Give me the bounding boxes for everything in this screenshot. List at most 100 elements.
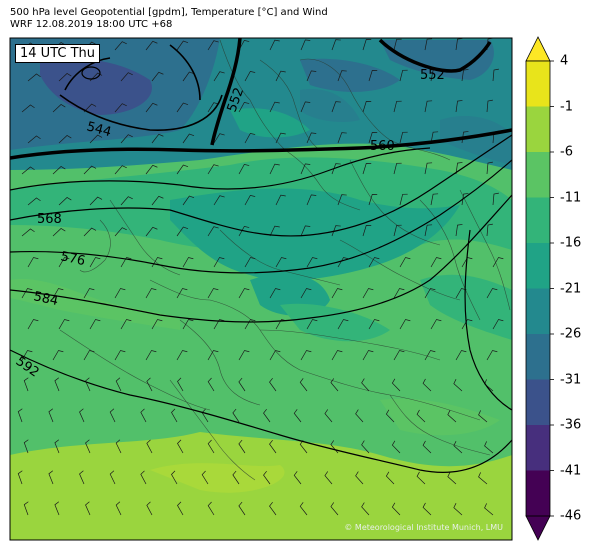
wind-barb xyxy=(355,471,364,485)
wind-barb xyxy=(330,502,339,516)
wind-barb xyxy=(151,71,164,82)
wind-barb xyxy=(455,38,463,51)
wind-barb xyxy=(361,440,370,454)
contour-label-576: 576 xyxy=(59,249,86,269)
wind-barb xyxy=(145,350,157,361)
wind-barb xyxy=(337,257,349,268)
contour-label-568: 568 xyxy=(37,212,62,227)
wind-barb xyxy=(54,439,60,454)
wind-barb xyxy=(385,409,395,423)
wind-barb xyxy=(391,440,401,454)
wind-barb xyxy=(455,162,463,175)
wind-barb xyxy=(207,40,219,51)
wind-barb xyxy=(361,378,370,392)
wind-barb xyxy=(393,224,402,237)
colorbar xyxy=(525,36,554,541)
wind-barb xyxy=(393,38,402,51)
wind-barb xyxy=(182,257,194,268)
wind-barb xyxy=(232,408,240,423)
wind-barb xyxy=(455,100,463,113)
wind-barb xyxy=(391,378,401,392)
wind-barb xyxy=(17,408,23,423)
map-frame xyxy=(9,37,513,541)
wind-barb xyxy=(299,378,308,392)
wind-barb xyxy=(27,73,41,82)
colorbar-tick-label: -1 xyxy=(560,99,573,114)
wind-barb xyxy=(115,501,122,516)
wind-barb xyxy=(109,470,116,485)
wind-barb xyxy=(269,439,277,454)
contour-label-544: 544 xyxy=(85,119,113,140)
wind-barb xyxy=(461,69,469,82)
wind-barb xyxy=(269,225,280,237)
colorbar-tick-label: -11 xyxy=(560,190,582,205)
wind-barb xyxy=(362,288,374,299)
wind-barb xyxy=(58,257,70,268)
wind-barb xyxy=(269,377,277,392)
wind-barb xyxy=(293,409,302,423)
colorbar-tick-label: -16 xyxy=(560,235,582,251)
wind-barb xyxy=(416,471,426,485)
wind-barb xyxy=(455,224,463,237)
wind-barb xyxy=(430,257,442,268)
wind-barb xyxy=(238,163,250,175)
wind-barb xyxy=(23,439,29,454)
wind-barb xyxy=(114,41,127,51)
wind-barb xyxy=(275,257,287,268)
colorbar-band xyxy=(526,425,550,471)
wind-barb xyxy=(182,133,195,144)
wind-barb xyxy=(207,350,219,361)
wind-barb xyxy=(182,319,194,330)
wind-barb xyxy=(293,471,302,485)
wind-barb xyxy=(54,501,60,516)
wind-barb xyxy=(27,319,39,330)
wind-barb xyxy=(23,377,29,392)
wind-barb xyxy=(486,223,493,237)
wind-barb xyxy=(238,501,246,516)
wind-barb xyxy=(27,135,41,144)
wind-barb xyxy=(385,471,395,485)
wind-barb xyxy=(48,408,54,423)
wind-barb xyxy=(275,194,286,206)
colorbar-band xyxy=(526,334,550,380)
wind-barb xyxy=(368,319,380,330)
wind-barb xyxy=(393,162,402,175)
wind-barb xyxy=(324,471,333,485)
wind-barb xyxy=(424,224,433,237)
wind-barb xyxy=(275,70,286,82)
colorbar-tick-label: 4 xyxy=(560,53,569,69)
wind-barb xyxy=(145,40,158,51)
temperature-field: 544 552 560 568 576 584 592 552 xyxy=(10,38,512,540)
wind-barb xyxy=(430,193,439,206)
wind-barb xyxy=(145,288,157,299)
wind-barb xyxy=(453,379,463,392)
wind-barb xyxy=(177,501,184,516)
wind-barb xyxy=(391,502,401,516)
wind-barb xyxy=(306,70,317,82)
wind-barb xyxy=(52,350,64,361)
wind-barb xyxy=(145,102,158,113)
wind-barb xyxy=(89,196,103,206)
wind-barb xyxy=(140,408,147,423)
wind-barb xyxy=(201,470,209,485)
wind-barb xyxy=(115,439,122,454)
wind-barb xyxy=(337,194,347,206)
wind-barb xyxy=(23,501,29,516)
wind-barb xyxy=(492,192,499,206)
wind-barb xyxy=(478,472,488,485)
colorbar-band xyxy=(526,152,550,198)
wind-barb xyxy=(213,195,225,206)
wind-barb xyxy=(362,350,374,361)
wind-barb xyxy=(115,377,122,392)
wind-barb xyxy=(145,226,158,237)
colorbar-band xyxy=(526,288,550,335)
wind-barb xyxy=(331,39,341,51)
credit-text: © Meteorological Institute Munich, LMU xyxy=(344,523,503,532)
wind-barb xyxy=(478,410,488,423)
wind-barb xyxy=(430,319,442,330)
wind-barb xyxy=(424,288,436,299)
wind-barb xyxy=(269,39,280,51)
wind-barb xyxy=(109,408,116,423)
wind-barb xyxy=(120,257,132,268)
wind-barb xyxy=(21,104,35,113)
